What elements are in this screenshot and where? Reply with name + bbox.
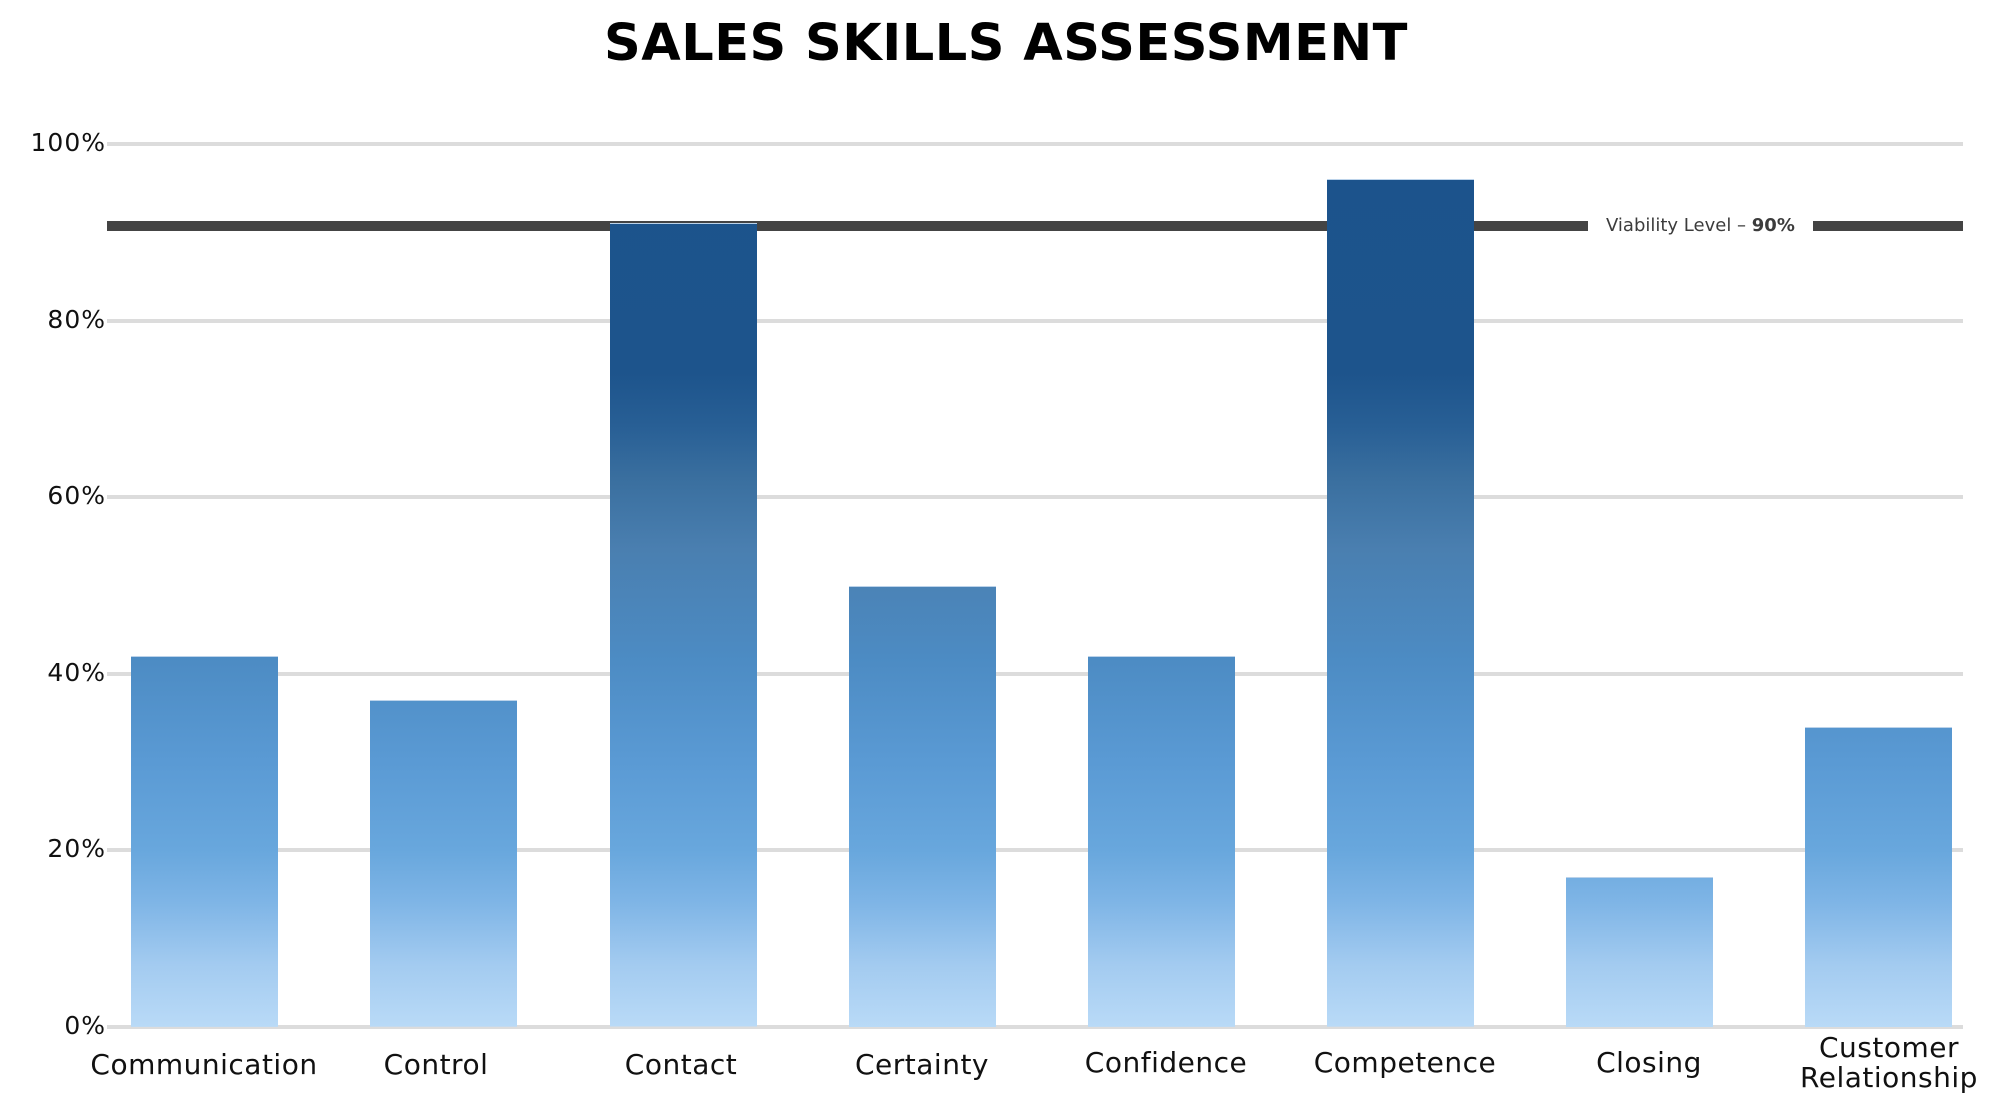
gridline-60 <box>107 495 1963 499</box>
bar-communication <box>131 656 278 1027</box>
y-tick-0: 0% <box>64 1011 106 1040</box>
y-tick-100: 100% <box>30 128 106 157</box>
bar-contact <box>610 223 757 1027</box>
bar-closing <box>1566 876 1713 1027</box>
y-tick-80: 80% <box>47 305 106 334</box>
bar-competence <box>1327 179 1474 1027</box>
gridline-40 <box>107 672 1963 676</box>
viability-line <box>107 221 1963 232</box>
x-label-control: Control <box>383 1048 489 1081</box>
y-tick-40: 40% <box>47 658 106 687</box>
bar-customer-relationship <box>1805 726 1952 1027</box>
x-label-closing: Closing <box>1596 1046 1702 1079</box>
bar-control <box>370 700 517 1027</box>
gridline-100 <box>107 142 1963 146</box>
y-tick-60: 60% <box>47 481 106 510</box>
chart-title: SALES SKILLS ASSESSMENT <box>604 14 1408 73</box>
x-label-customer-line2: Relationship <box>1800 1061 1978 1094</box>
viability-label-value: 90% <box>1751 215 1795 237</box>
viability-label: Viability Level – 90% <box>1588 213 1813 240</box>
x-label-competence: Competence <box>1313 1046 1497 1079</box>
x-label-confidence: Confidence <box>1084 1046 1248 1079</box>
plot-area: Viability Level – 90% <box>107 142 1963 1029</box>
bar-certainty <box>849 585 996 1027</box>
x-label-customer-line1: Customer <box>1818 1031 1959 1064</box>
x-label-communication: Communication <box>90 1048 318 1081</box>
gridline-0-baseline <box>107 1025 1963 1029</box>
bar-confidence <box>1088 656 1235 1027</box>
x-label-certainty: Certainty <box>855 1048 989 1081</box>
y-tick-20: 20% <box>47 834 106 863</box>
gridline-20 <box>107 848 1963 852</box>
gridline-80 <box>107 319 1963 323</box>
x-label-contact: Contact <box>624 1048 738 1081</box>
x-label-customer-relationship: Customer Relationship <box>1784 1033 1994 1093</box>
viability-label-text: Viability Level – <box>1606 215 1752 237</box>
